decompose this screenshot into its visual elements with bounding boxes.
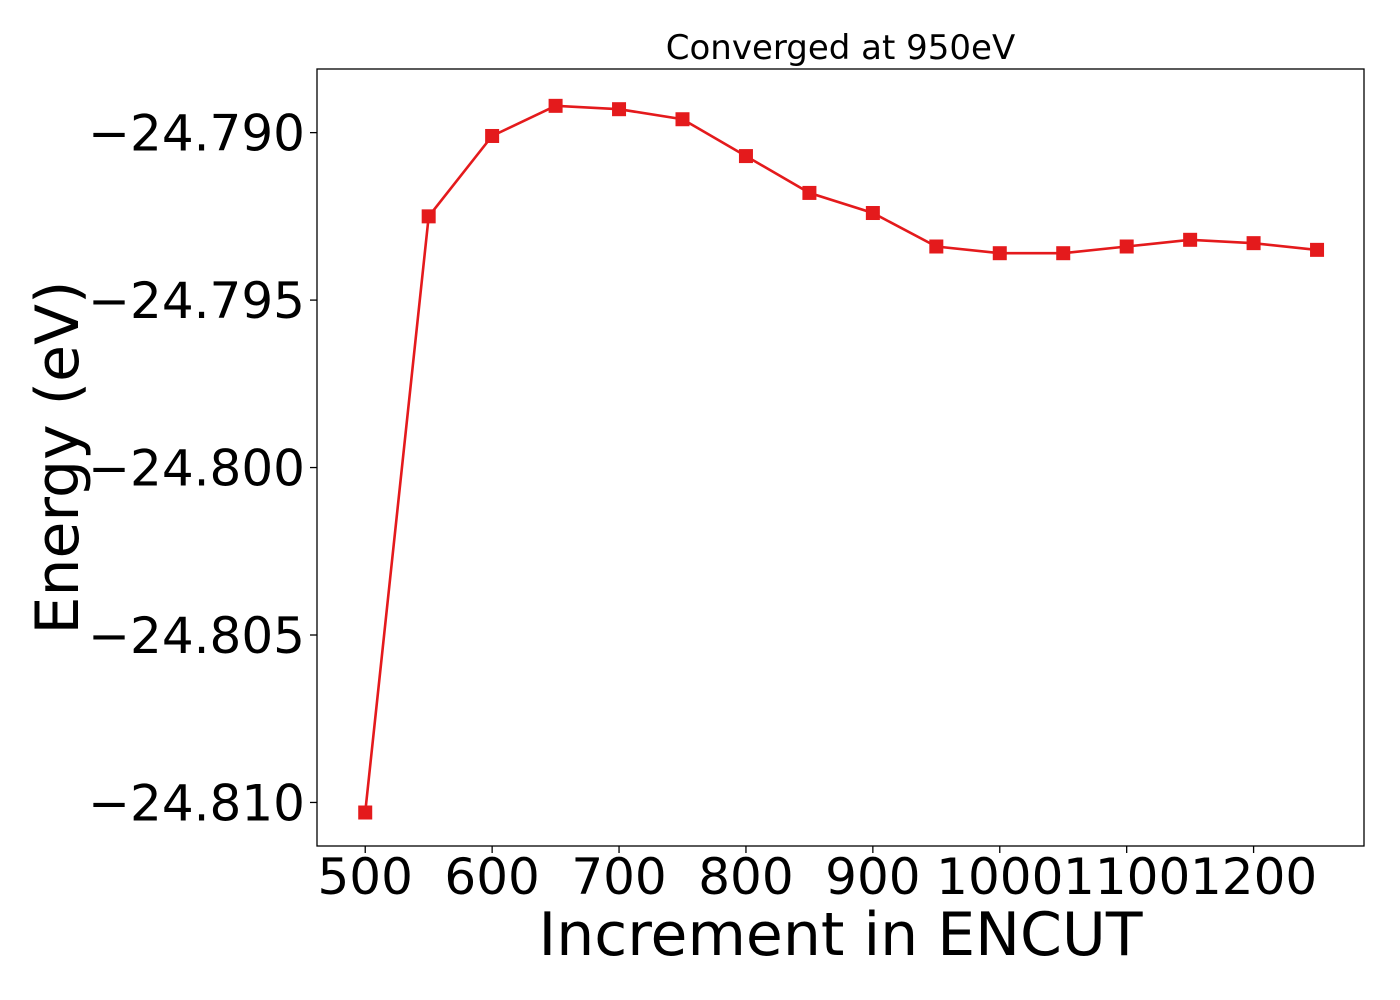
data-point	[1119, 239, 1134, 254]
data-point	[421, 209, 436, 224]
y-tick-label: −24.790	[88, 105, 305, 163]
y-tick-label: −24.810	[88, 774, 305, 832]
plot-area-frame	[316, 68, 1365, 847]
x-axis: 500 600 700 800 900 1000 1100 1200	[318, 846, 1317, 906]
series-line	[363, 104, 1318, 813]
data-point	[992, 246, 1007, 261]
data-point	[1310, 242, 1325, 257]
series-layer	[358, 98, 1325, 820]
y-tick-label: −24.795	[88, 272, 305, 330]
data-point	[675, 112, 690, 127]
x-tick-label: 800	[698, 848, 793, 906]
data-point	[802, 185, 817, 200]
data-point	[548, 98, 563, 113]
x-tick-label: 1000	[936, 848, 1063, 906]
y-axis: −24.810 −24.805 −24.800 −24.795 −24.790	[88, 105, 317, 832]
data-point	[612, 102, 627, 117]
data-point	[1056, 246, 1071, 261]
data-point	[1246, 236, 1261, 251]
data-point	[929, 239, 944, 254]
data-point	[358, 805, 373, 820]
data-point	[485, 128, 500, 143]
x-axis-label: Increment in ENCUT	[539, 900, 1143, 970]
chart-title: Converged at 950eV	[666, 28, 1015, 68]
x-tick-label: 1100	[1063, 848, 1190, 906]
x-tick-label: 900	[825, 848, 920, 906]
data-point	[865, 206, 880, 221]
x-tick-label: 600	[444, 848, 539, 906]
x-tick-label: 500	[318, 848, 413, 906]
y-axis-label: Energy (eV)	[23, 281, 93, 635]
data-point	[1183, 232, 1198, 247]
y-tick-label: −24.805	[88, 607, 305, 665]
x-tick-label: 1200	[1190, 848, 1317, 906]
y-tick-label: −24.800	[88, 440, 305, 498]
x-tick-label: 700	[571, 848, 666, 906]
data-point	[738, 149, 753, 164]
